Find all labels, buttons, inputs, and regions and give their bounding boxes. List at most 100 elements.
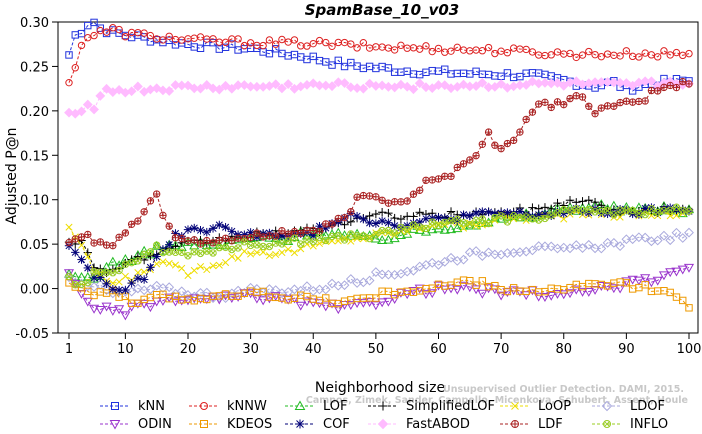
data-point bbox=[672, 48, 681, 57]
data-point bbox=[377, 235, 388, 244]
data-point bbox=[439, 285, 450, 295]
data-point bbox=[265, 36, 274, 44]
data-point bbox=[577, 287, 588, 297]
data-point bbox=[76, 106, 87, 117]
data-point bbox=[107, 256, 118, 266]
data-point bbox=[297, 53, 305, 61]
data-point bbox=[483, 284, 494, 294]
data-point bbox=[658, 271, 670, 281]
data-point bbox=[503, 208, 512, 217]
data-point bbox=[578, 197, 587, 206]
data-point bbox=[121, 260, 130, 269]
data-point bbox=[653, 53, 662, 61]
data-point bbox=[421, 214, 431, 223]
data-point bbox=[566, 94, 574, 103]
legend-label: INFLO bbox=[630, 417, 668, 432]
data-point bbox=[209, 249, 217, 257]
data-point bbox=[220, 291, 231, 301]
data-point bbox=[276, 234, 287, 244]
data-point bbox=[672, 211, 681, 219]
x-tick-label: 1 bbox=[65, 342, 73, 357]
data-point bbox=[322, 38, 330, 47]
data-point bbox=[522, 45, 530, 54]
data-point bbox=[134, 257, 142, 265]
data-point bbox=[284, 237, 292, 245]
data-point bbox=[203, 236, 211, 245]
data-point bbox=[209, 35, 217, 43]
data-point bbox=[635, 209, 643, 218]
x-tick-label: 40 bbox=[305, 342, 322, 357]
data-point bbox=[516, 128, 524, 136]
data-point bbox=[503, 287, 512, 296]
data-point bbox=[596, 243, 607, 254]
data-point bbox=[416, 186, 424, 194]
data-point bbox=[265, 49, 274, 58]
data-point bbox=[622, 47, 631, 55]
data-point bbox=[289, 284, 300, 295]
data-point bbox=[327, 81, 337, 92]
data-point bbox=[134, 217, 142, 225]
x-axis-label: Neighborhood size bbox=[315, 380, 445, 396]
data-point bbox=[585, 102, 593, 110]
data-point bbox=[565, 196, 575, 205]
data-point bbox=[171, 248, 180, 256]
data-point bbox=[565, 243, 575, 254]
data-point bbox=[420, 290, 432, 300]
data-point bbox=[340, 236, 349, 244]
data-point bbox=[271, 232, 280, 240]
watermark: Campos, Zimek, Sander, Campello, Micenko… bbox=[306, 395, 688, 406]
data-point bbox=[365, 192, 374, 200]
data-point bbox=[334, 214, 342, 223]
data-point bbox=[659, 230, 669, 241]
data-point bbox=[672, 203, 681, 211]
data-point bbox=[496, 291, 507, 301]
data-point bbox=[621, 277, 632, 287]
data-point bbox=[390, 46, 399, 54]
x-tick-label: 30 bbox=[242, 342, 259, 357]
data-point bbox=[178, 248, 186, 256]
y-tick-label: -0.05 bbox=[15, 327, 49, 342]
data-point bbox=[327, 278, 337, 289]
data-point bbox=[341, 234, 349, 242]
data-point bbox=[345, 274, 356, 284]
data-point bbox=[151, 240, 162, 250]
data-point bbox=[447, 172, 455, 181]
data-point bbox=[320, 230, 331, 240]
data-point bbox=[509, 136, 518, 145]
data-point bbox=[159, 248, 167, 257]
data-point bbox=[353, 193, 361, 201]
data-point bbox=[603, 102, 612, 110]
data-point bbox=[208, 83, 218, 94]
data-point bbox=[585, 205, 593, 214]
data-point bbox=[559, 201, 568, 210]
data-point bbox=[422, 42, 430, 50]
data-point bbox=[245, 289, 256, 299]
data-point bbox=[203, 247, 211, 255]
data-point bbox=[459, 219, 468, 227]
data-point bbox=[370, 301, 381, 311]
data-point bbox=[564, 289, 576, 299]
data-point bbox=[222, 258, 230, 267]
data-point bbox=[303, 226, 311, 235]
data-point bbox=[672, 83, 681, 92]
data-point bbox=[370, 267, 381, 277]
data-point bbox=[265, 242, 274, 251]
data-point bbox=[82, 297, 93, 307]
data-point bbox=[471, 246, 481, 256]
data-point bbox=[165, 259, 173, 267]
data-point bbox=[347, 40, 355, 48]
data-point bbox=[63, 269, 75, 279]
data-point bbox=[109, 279, 117, 287]
data-point bbox=[345, 82, 356, 93]
data-point bbox=[352, 83, 362, 94]
data-point bbox=[339, 78, 350, 88]
data-point bbox=[233, 285, 243, 296]
data-point bbox=[578, 93, 587, 101]
data-point bbox=[679, 77, 687, 86]
y-tick-label: 0.10 bbox=[20, 194, 49, 209]
legend-item-knnw: kNNW bbox=[189, 399, 267, 414]
data-point bbox=[109, 269, 117, 277]
data-point bbox=[534, 210, 543, 219]
data-point bbox=[365, 218, 374, 228]
